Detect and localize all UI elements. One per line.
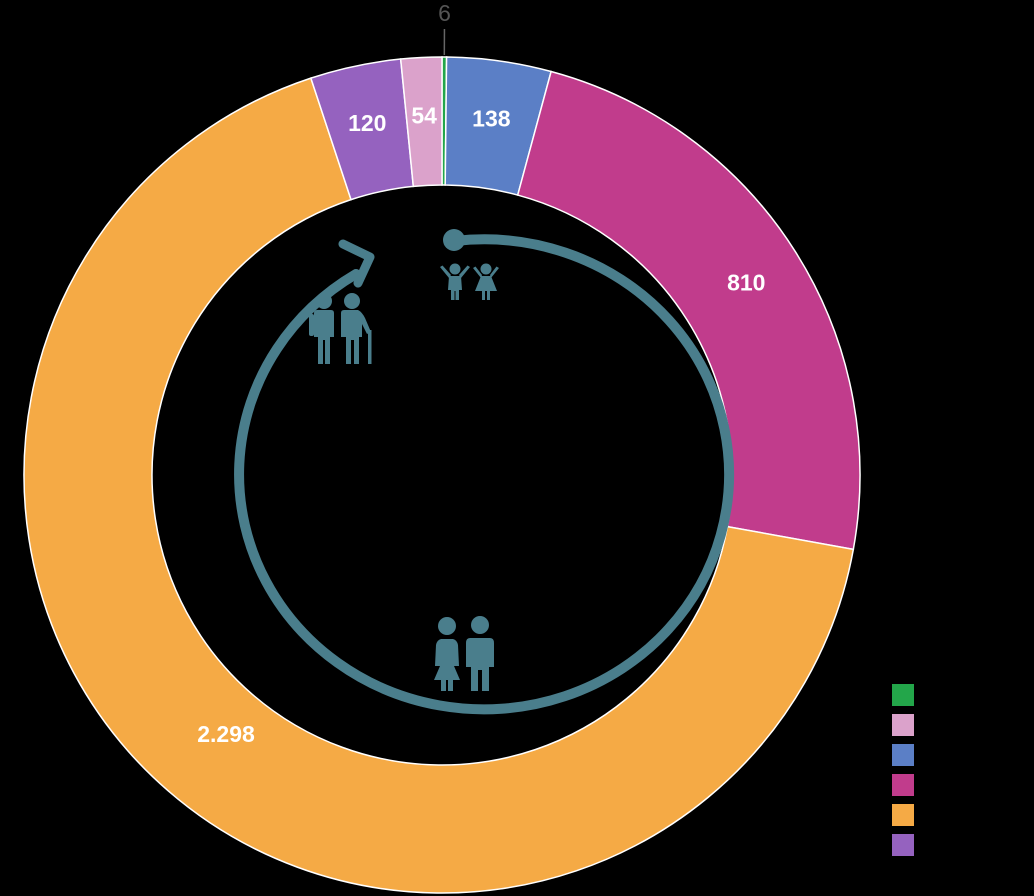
legend-swatch — [892, 684, 914, 706]
lifecycle-arc — [234, 234, 735, 715]
donut-slice — [399, 56, 443, 188]
lifecycle-arrow — [234, 229, 735, 715]
elderly-couple-icon — [309, 293, 372, 364]
slice-value-label: 2.298 — [197, 721, 255, 747]
children-icon — [440, 263, 499, 300]
donut-slices — [23, 56, 861, 894]
legend-swatch — [892, 774, 914, 796]
legend-swatch — [892, 804, 914, 826]
slice-labels: 6 138 810 2.298 120 54 — [197, 0, 765, 747]
lifecycle-arrowhead — [338, 239, 375, 288]
slice-value-label: 120 — [348, 110, 386, 136]
legend-swatch — [892, 714, 914, 736]
slice-value-label: 54 — [411, 102, 437, 128]
slice-value-label: 810 — [727, 270, 765, 296]
slice-value-label: 138 — [472, 105, 511, 131]
legend-swatch — [892, 834, 914, 856]
legend — [892, 684, 916, 864]
donut-slice — [516, 70, 861, 551]
adults-icon — [434, 616, 494, 691]
legend-swatch — [892, 744, 914, 766]
slice-value-label: 6 — [438, 0, 451, 26]
donut-slice — [23, 77, 855, 894]
lifecycle-start-dot — [443, 229, 465, 251]
